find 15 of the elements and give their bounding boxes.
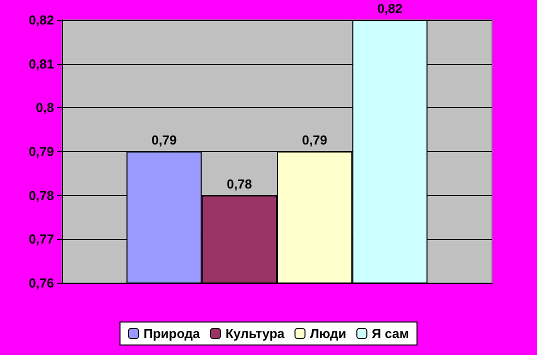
legend-label: Я сам	[372, 326, 409, 341]
legend-label: Культура	[225, 326, 286, 341]
y-tick-label: 0,8	[36, 100, 54, 116]
data-label: 0,78	[226, 176, 252, 192]
y-tick-label: 0,78	[28, 188, 54, 203]
data-label: 0,82	[377, 1, 403, 16]
data-label: 0,79	[151, 132, 177, 148]
data-label: 0,79	[302, 132, 328, 148]
y-tick-label: 0,82	[28, 12, 54, 28]
legend-label: Люди	[310, 326, 346, 341]
y-tick-label: 0,81	[28, 56, 54, 72]
y-tick-label: 0,77	[28, 232, 54, 247]
y-tick-label: 0,76	[28, 276, 54, 290]
y-tick-label: 0,79	[28, 144, 54, 159]
legend-label: Природа	[144, 326, 201, 341]
